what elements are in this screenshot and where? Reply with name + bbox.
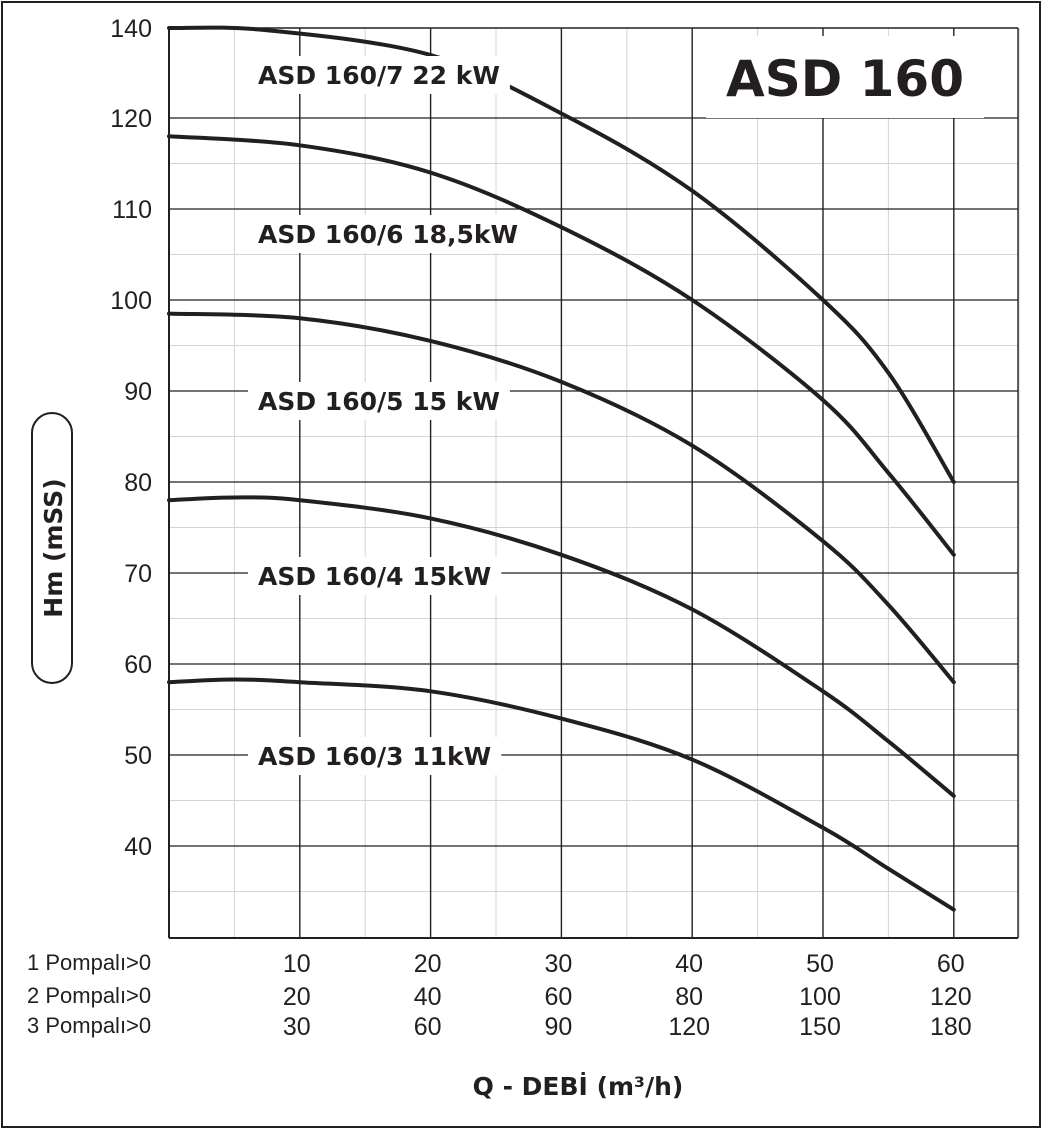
curve-label-2: ASD 160/6 18,5kW <box>258 220 518 249</box>
x-axis-title: Q - DEBİ (m³/h) <box>473 1071 684 1101</box>
y-tick-label: 110 <box>112 196 152 224</box>
x-tick-label: 60 <box>414 1013 442 1041</box>
x-tick-label: 20 <box>283 983 311 1011</box>
x-axis-ticks: 1 Pompalı>0 10 20 30 40 50 602 Pompalı>0 20 40 60… <box>27 950 972 1041</box>
curve-2 <box>167 134 956 557</box>
x-tick-label: 10 <box>283 950 311 978</box>
x-tick-label: 120 <box>930 983 972 1011</box>
major-grid <box>168 27 1019 939</box>
curve-label-3: ASD 160/5 15 kW <box>258 387 500 416</box>
curve-label-4: ASD 160/4 15kW <box>258 562 491 591</box>
curve-label-bg <box>248 382 510 420</box>
curve-1 <box>167 25 956 484</box>
curve-label-bg <box>248 215 529 253</box>
y-tick-label: 100 <box>110 287 152 315</box>
y-tick-label: 80 <box>124 469 152 497</box>
x-tick-label: 40 <box>675 950 703 978</box>
x-tick-label: 100 <box>799 983 841 1011</box>
x-tick-label: 50 <box>806 950 834 978</box>
y-tick-label: 90 <box>124 378 152 406</box>
pump-row-label: 2 Pompalı>0 <box>27 983 151 1008</box>
x-tick-label: 60 <box>937 950 965 978</box>
pump-row-label: 3 Pompalı>0 <box>27 1013 151 1038</box>
y-tick-label: 60 <box>124 651 152 679</box>
y-axis-ticks: 140 120 110 100 90 80 70 60 50 40 <box>110 15 152 861</box>
y-axis-title: Hm (mSS) <box>39 478 68 617</box>
curve-4 <box>167 495 956 798</box>
y-tick-label: 40 <box>124 833 152 861</box>
x-tick-label: 150 <box>799 1013 841 1041</box>
x-tick-label: 20 <box>414 950 442 978</box>
y-tick-label: 120 <box>110 105 152 133</box>
title-box <box>706 36 984 118</box>
chart-title: ASD 160 <box>726 50 964 108</box>
y-tick-label: 140 <box>110 15 152 43</box>
curve-label-bg <box>248 557 502 595</box>
curve-3 <box>167 311 956 685</box>
y-tick-label: 70 <box>124 560 152 588</box>
curve-label-5: ASD 160/3 11kW <box>258 742 491 771</box>
curve-labels: ASD 160/7 22 kW ASD 160/6 18,5kW ASD 160/5… <box>248 56 529 775</box>
minor-grid <box>169 28 1020 938</box>
x-tick-label: 30 <box>544 950 572 978</box>
curve-label-bg <box>248 737 502 775</box>
x-tick-label: 180 <box>930 1013 972 1041</box>
curve-label-bg <box>248 56 510 94</box>
x-tick-label: 120 <box>668 1013 710 1041</box>
curve-label-1: ASD 160/7 22 kW <box>258 61 500 90</box>
performance-curves <box>167 25 956 912</box>
pump-row-label: 1 Pompalı>0 <box>27 950 151 975</box>
x-tick-label: 60 <box>544 983 572 1011</box>
curve-5 <box>167 677 956 912</box>
y-tick-label: 50 <box>124 742 152 770</box>
x-tick-label: 40 <box>414 983 442 1011</box>
x-tick-label: 90 <box>544 1013 572 1041</box>
x-tick-label: 30 <box>283 1013 311 1041</box>
y-axis-title-pill <box>31 412 73 684</box>
x-tick-label: 80 <box>675 983 703 1011</box>
